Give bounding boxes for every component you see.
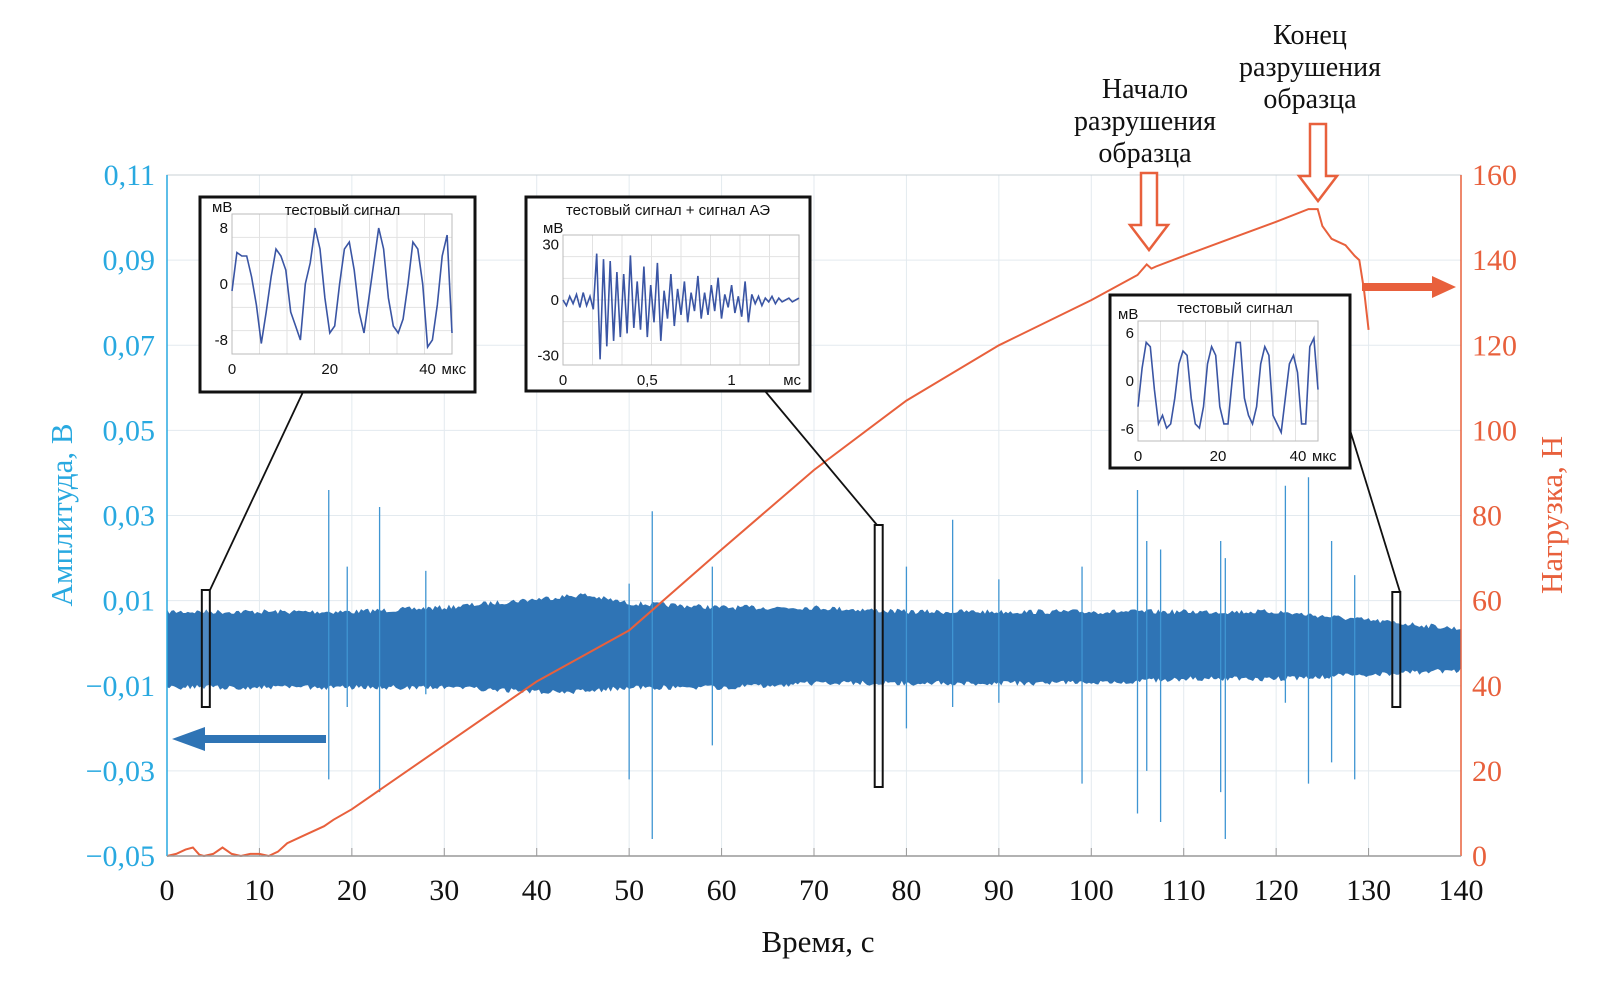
hollow-down-arrow-icon (1127, 171, 1171, 253)
left-axis-label: Амплитуда, В (44, 423, 79, 606)
right-y-tick-label: 100 (1472, 414, 1517, 447)
left-y-tick-label: −0,05 (86, 840, 155, 873)
amplitude-noise-band (167, 593, 1461, 694)
start-label-line-3: образца (1098, 138, 1192, 169)
x-tick-label: 30 (429, 874, 459, 907)
end-label-line-3: образца (1263, 84, 1357, 115)
x-tick-label: 110 (1162, 874, 1206, 907)
inset-box (524, 195, 812, 393)
inset-title: тестовый сигнал (1177, 300, 1293, 317)
inset-waveform (1137, 335, 1319, 436)
inset-y-unit: мВ (212, 199, 232, 216)
right-arrow-icon (1362, 276, 1456, 298)
left-arrow-icon (172, 727, 326, 751)
left-y-tick-label: 0,03 (103, 500, 156, 533)
inset-y-tick: -6 (1121, 421, 1134, 438)
inset-x-tick: 40 (419, 361, 436, 378)
inset-x-tick: 20 (321, 361, 338, 378)
x-tick-label: 100 (1069, 874, 1114, 907)
inset-x-tick: 20 (1210, 448, 1227, 465)
hollow-down-arrow-icon (1296, 122, 1340, 204)
start-label-line-2: разрушения (1074, 106, 1216, 137)
inset-x-tick: 1 (727, 372, 735, 389)
left-y-tick-label: 0,01 (103, 585, 156, 618)
inset-y-tick: -8 (215, 332, 228, 349)
inset-y-tick: 0 (1126, 373, 1134, 390)
left-y-tick-label: −0,01 (86, 670, 155, 703)
x-tick-label: 20 (337, 874, 367, 907)
right-y-tick-label: 0 (1472, 840, 1487, 873)
end-label-line-2: разрушения (1239, 52, 1381, 83)
end-label-line-1: Конец (1273, 20, 1347, 51)
left-y-tick-label: 0,11 (104, 159, 155, 192)
left-y-tick-label: 0,07 (103, 329, 156, 362)
inset-plot-frame (231, 213, 453, 355)
load-line (166, 208, 1370, 858)
right-y-tick-label: 40 (1472, 670, 1502, 703)
inset-y-tick: 8 (220, 220, 228, 237)
inset-x-tick: 0 (1134, 448, 1142, 465)
inset-x-unit: мкс (1312, 448, 1337, 465)
inset-y-tick: 6 (1126, 325, 1134, 342)
x-tick-label: 70 (799, 874, 829, 907)
inset-marker-rect (873, 524, 884, 788)
inset-waveform (562, 253, 800, 360)
right-y-tick-label: 140 (1472, 244, 1517, 277)
x-tick-label: 0 (160, 874, 175, 907)
x-tick-label: 50 (614, 874, 644, 907)
inset-x-tick: 40 (1290, 448, 1307, 465)
inset-marker-rect (1391, 591, 1402, 708)
left-y-tick-label: 0,05 (103, 414, 156, 447)
inset-connector-line (209, 391, 304, 591)
x-tick-label: 90 (984, 874, 1014, 907)
tick-labels: 0 10 20 30 40 50 60 70 80 90 100 110 120 130 140−0,05−… (86, 159, 1517, 907)
inset-y-tick: 30 (542, 236, 559, 253)
inset-x-tick: 0 (559, 372, 567, 389)
start-label-line-1: Начало (1102, 74, 1188, 105)
inset-title: тестовый сигнал + сигнал АЭ (566, 202, 770, 219)
x-tick-label: 60 (707, 874, 737, 907)
right-y-tick-label: 80 (1472, 500, 1502, 533)
inset-box (198, 195, 477, 394)
inset-y-tick: 0 (551, 292, 559, 309)
inset-connector-line (764, 390, 878, 526)
inset-y-tick: 0 (220, 276, 228, 293)
x-tick-label: 10 (244, 874, 274, 907)
x-tick-label: 120 (1254, 874, 1299, 907)
inset-x-unit: мс (783, 372, 801, 389)
inset-x-tick: 0 (228, 361, 236, 378)
inset-y-unit: мВ (543, 220, 563, 237)
right-y-tick-label: 60 (1472, 585, 1502, 618)
end-of-failure-annotation: Конец разрушения образца (1239, 20, 1381, 204)
right-axis-label: Нагрузка, Н (1534, 436, 1569, 594)
inset-waveform (231, 227, 453, 350)
inset-title: тестовый сигнал (285, 202, 401, 219)
left-y-tick-label: −0,03 (86, 755, 155, 788)
inset-y-tick: -30 (537, 348, 559, 365)
load-series (166, 208, 1370, 858)
inset-x-unit: мкс (442, 361, 467, 378)
inset-marker-rect (200, 589, 211, 708)
x-tick-label: 80 (891, 874, 921, 907)
right-y-tick-label: 20 (1472, 755, 1502, 788)
inset-connector-line (1349, 429, 1401, 593)
x-tick-label: 140 (1439, 874, 1484, 907)
right-y-tick-label: 160 (1472, 159, 1517, 192)
inset-y-unit: мВ (1118, 306, 1138, 323)
x-tick-label: 40 (522, 874, 552, 907)
x-axis-label: Время, с (761, 924, 874, 959)
inset-x-tick: 0,5 (637, 372, 658, 389)
amplitude-series (167, 477, 1461, 839)
left-y-tick-label: 0,09 (103, 244, 156, 277)
right-y-tick-label: 120 (1472, 329, 1517, 362)
x-tick-label: 130 (1346, 874, 1391, 907)
start-of-failure-annotation: Начало разрушения образца (1074, 74, 1216, 253)
